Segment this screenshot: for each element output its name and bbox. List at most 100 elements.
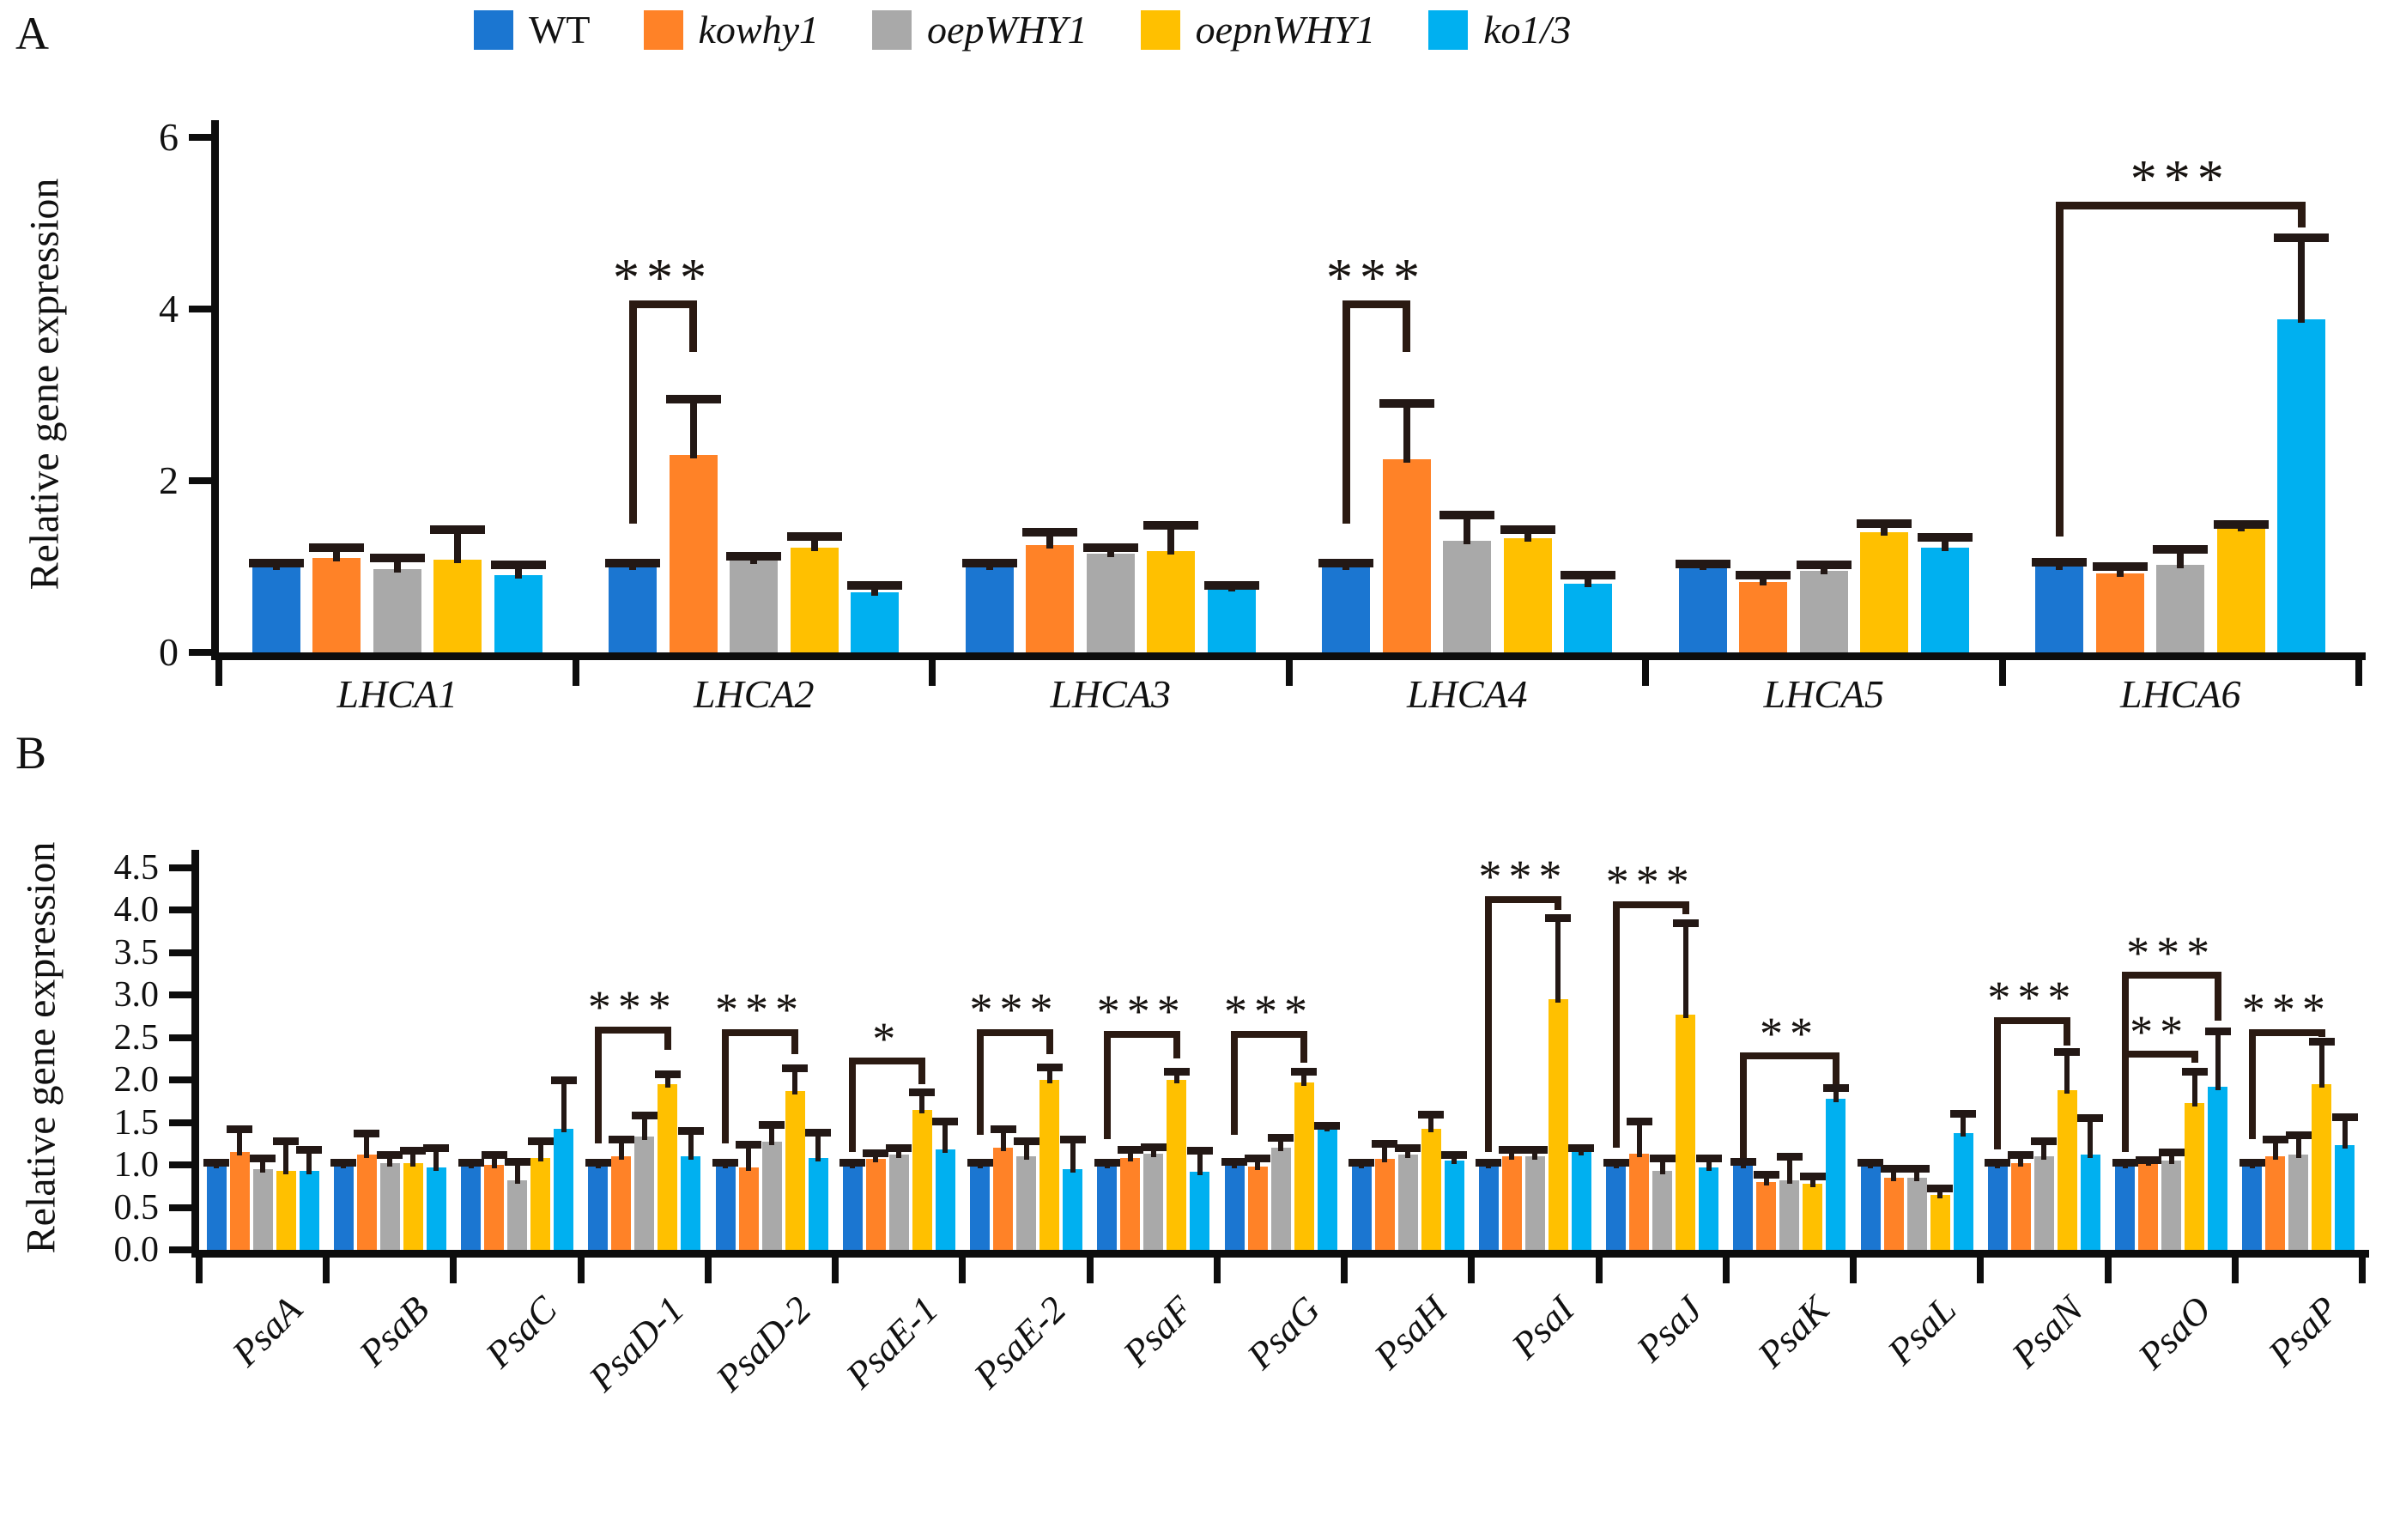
x-tick: [572, 660, 579, 686]
bar: [1147, 551, 1196, 652]
error-bar-cap: [1372, 1139, 1398, 1148]
error-bar-cap: [1753, 1171, 1779, 1179]
bar: [1016, 1156, 1037, 1250]
x-tick: [1285, 660, 1293, 686]
error-bar-cap: [490, 561, 546, 569]
error-bar-cap: [2285, 1131, 2312, 1139]
error-bar-cap: [1695, 1154, 1722, 1162]
error-bar-cap: [2092, 562, 2148, 571]
sig-bracket-left: [1739, 1052, 1747, 1159]
bar: [851, 592, 900, 652]
error-bar-line: [688, 1131, 694, 1161]
x-tick: [215, 660, 222, 686]
sig-stars: ***: [587, 980, 678, 1033]
y-tick: [169, 1076, 191, 1083]
error-bar-cap: [847, 581, 903, 590]
error-bar-cap: [2077, 1114, 2104, 1123]
bar: [379, 1163, 400, 1250]
error-bar-cap: [1672, 919, 1699, 928]
category-label: LHCA5: [1763, 672, 1885, 716]
sig-stars: *: [872, 1012, 903, 1064]
bar: [484, 1165, 505, 1250]
sig-bracket-line: [1612, 901, 1689, 909]
error-bar-line: [1046, 532, 1054, 549]
bar: [1883, 1177, 1904, 1250]
bar: [2277, 319, 2326, 652]
sig-bracket-left: [1485, 896, 1493, 1153]
bar: [1444, 1161, 1464, 1250]
bar: [299, 1170, 319, 1250]
bar: [2057, 1089, 2077, 1250]
error-bar-line: [1106, 548, 1114, 557]
bar: [1564, 584, 1613, 652]
y-tick: [169, 1161, 191, 1168]
error-bar-cap: [430, 525, 486, 534]
error-bar-cap: [1736, 571, 1791, 579]
bar: [1322, 567, 1371, 652]
bar: [1524, 1156, 1545, 1250]
error-bar-line: [1301, 1071, 1306, 1086]
error-bar-cap: [400, 1146, 427, 1155]
error-bar-cap: [1314, 1121, 1340, 1130]
legend: WT kowhy1 oepWHY1 oepnWHY1 ko1/3: [474, 7, 1571, 52]
x-tick: [2104, 1258, 2112, 1283]
y-tick: [169, 1119, 191, 1126]
bar: [993, 1148, 1014, 1250]
y-tick-label: 1.5: [113, 1102, 160, 1143]
sig-stars: ***: [1224, 985, 1314, 1037]
error-bar-line: [1706, 1158, 1712, 1171]
sig-bracket-right: [2297, 202, 2306, 227]
error-bar-line: [1150, 1147, 1156, 1158]
error-bar-cap: [1675, 560, 1730, 568]
error-bar-line: [1405, 1148, 1411, 1159]
x-axis-line: [211, 652, 2366, 660]
x-tick: [1850, 1258, 1858, 1283]
error-bar-line: [919, 1092, 925, 1113]
legend-label: ko1/3: [1483, 8, 1572, 52]
x-tick: [2231, 1258, 2239, 1283]
bar: [1143, 1154, 1164, 1250]
x-tick: [2359, 1258, 2366, 1283]
error-bar-cap: [1268, 1133, 1294, 1142]
error-bar-cap: [273, 1137, 300, 1145]
bar: [2242, 1165, 2263, 1250]
bar: [888, 1155, 909, 1250]
legend-item: WT: [474, 7, 591, 52]
bar: [842, 1165, 863, 1250]
error-bar-line: [2168, 1152, 2174, 1165]
y-axis-line: [191, 850, 199, 1258]
bar: [790, 548, 839, 652]
sig-stars: ***: [1096, 985, 1187, 1037]
error-bar-cap: [330, 1158, 357, 1167]
sig-bracket-line: [628, 300, 698, 308]
sig-bracket-right: [1045, 1028, 1053, 1055]
y-tick-label: 0.0: [113, 1230, 160, 1270]
error-bar-cap: [1822, 1084, 1849, 1093]
sig-bracket-left: [1231, 1030, 1238, 1136]
sig-bracket-right: [1173, 1030, 1180, 1059]
sig-stars: ***: [969, 983, 1060, 1035]
bar: [588, 1165, 609, 1250]
y-tick: [169, 1204, 191, 1211]
error-bar-cap: [961, 559, 1017, 567]
error-bar-cap: [886, 1143, 912, 1152]
bar: [1860, 1165, 1881, 1250]
error-bar-cap: [677, 1126, 704, 1135]
error-bar-cap: [2135, 1155, 2161, 1164]
x-tick: [929, 660, 936, 686]
error-bar-cap: [1221, 1157, 1247, 1166]
sig-stars: ***: [1478, 851, 1569, 903]
category-label: LHCA3: [1050, 672, 1172, 716]
sig-bracket-line: [1231, 1030, 1307, 1038]
error-bar-cap: [2112, 1158, 2138, 1167]
sig-bracket-line: [1103, 1030, 1180, 1038]
error-bar-line: [260, 1158, 266, 1173]
error-bar-line: [1173, 1071, 1179, 1083]
error-bar-line: [393, 558, 401, 573]
error-bar-cap: [1082, 543, 1138, 552]
sig-stars: ***: [2126, 926, 2217, 979]
bar: [669, 455, 718, 652]
legend-swatch-icon: [1140, 9, 1180, 50]
legend-swatch-icon: [1428, 9, 1469, 50]
error-bar-cap: [354, 1129, 380, 1137]
